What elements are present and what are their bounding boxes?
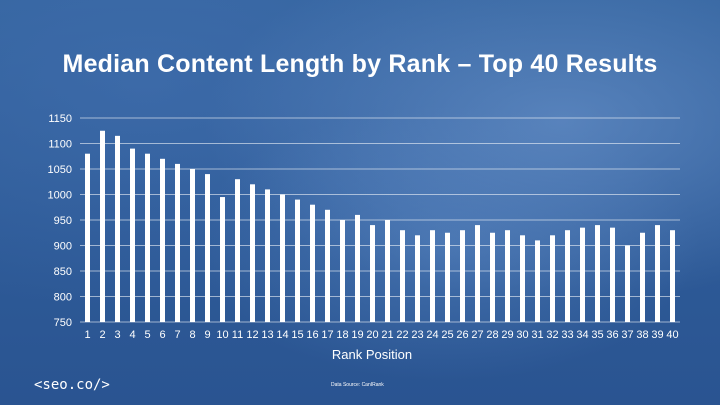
- bar-rank-39: [655, 225, 660, 322]
- bar-rank-11: [235, 179, 240, 322]
- bar-rank-35: [595, 225, 600, 322]
- x-tick-label: 4: [129, 329, 135, 341]
- bar-rank-36: [610, 227, 615, 322]
- gridlines: [80, 117, 680, 323]
- seo-co-logo: <seo.co/>: [34, 377, 110, 393]
- x-tick-label: 33: [561, 329, 573, 341]
- x-tick-label: 28: [486, 329, 498, 341]
- bar-rank-9: [205, 174, 210, 322]
- bar-rank-40: [670, 230, 675, 322]
- x-tick-label: 3: [114, 329, 120, 341]
- y-tick-label: 850: [54, 266, 72, 278]
- x-tick-label: 2: [99, 329, 105, 341]
- bar-rank-10: [220, 197, 225, 322]
- x-tick-label: 7: [174, 329, 180, 341]
- y-tick-label: 950: [54, 215, 72, 227]
- bar-rank-3: [115, 135, 120, 322]
- x-tick-label: 1: [84, 329, 90, 341]
- y-tick-label: 1150: [48, 113, 72, 125]
- x-tick-label: 38: [636, 329, 648, 341]
- bar-rank-28: [490, 232, 495, 322]
- x-tick-label: 13: [261, 329, 273, 341]
- x-tick-label: 35: [591, 329, 603, 341]
- x-tick-label: 19: [351, 329, 363, 341]
- bar-rank-32: [550, 235, 555, 322]
- x-tick-label: 6: [159, 329, 165, 341]
- bar-rank-5: [145, 153, 150, 322]
- x-tick-label: 5: [144, 329, 150, 341]
- bar-rank-12: [250, 184, 255, 322]
- y-tick-label: 800: [54, 292, 72, 304]
- x-tick-label: 27: [471, 329, 483, 341]
- y-tick-label: 750: [54, 317, 72, 329]
- bar-rank-8: [190, 169, 195, 322]
- bar-rank-2: [100, 130, 105, 322]
- bar-rank-33: [565, 230, 570, 322]
- bar-rank-30: [520, 235, 525, 322]
- x-tick-label: 18: [336, 329, 348, 341]
- y-tick-label: 1000: [48, 190, 72, 202]
- bar-rank-14: [280, 194, 285, 322]
- y-tick-label: 900: [54, 241, 72, 253]
- x-tick-label: 15: [291, 329, 303, 341]
- x-tick-label: 40: [666, 329, 678, 341]
- x-axis-title: Rank Position: [332, 347, 412, 362]
- x-tick-label: 30: [516, 329, 528, 341]
- bar-rank-13: [265, 189, 270, 322]
- bars: [85, 130, 675, 322]
- y-tick-label: 1050: [48, 164, 72, 176]
- bar-rank-17: [325, 209, 330, 322]
- x-tick-label: 34: [576, 329, 588, 341]
- x-tick-label: 20: [366, 329, 378, 341]
- x-tick-label: 23: [411, 329, 423, 341]
- x-axis-ticks: 1 2 3 4 5 6 7 8 9 10 11 12 13 14 15 16 17 18 19 20 21 22 23 24 2…: [84, 329, 678, 341]
- bar-rank-4: [130, 148, 135, 322]
- bar-rank-21: [385, 220, 390, 322]
- x-tick-label: 14: [276, 329, 288, 341]
- x-tick-label: 26: [456, 329, 468, 341]
- bar-rank-25: [445, 232, 450, 322]
- x-tick-label: 31: [531, 329, 543, 341]
- bar-rank-18: [340, 220, 345, 322]
- x-tick-label: 8: [189, 329, 195, 341]
- bar-rank-7: [175, 163, 180, 322]
- x-tick-label: 22: [396, 329, 408, 341]
- bar-rank-37: [625, 245, 630, 322]
- chart-title: Median Content Length by Rank – Top 40 R…: [62, 50, 658, 78]
- x-tick-label: 9: [204, 329, 210, 341]
- bar-rank-6: [160, 158, 165, 322]
- x-tick-label: 10: [216, 329, 228, 341]
- bar-rank-20: [370, 225, 375, 322]
- bar-rank-26: [460, 230, 465, 322]
- bar-rank-34: [580, 227, 585, 322]
- bar-rank-1: [85, 153, 90, 322]
- x-tick-label: 21: [381, 329, 393, 341]
- bar-rank-19: [355, 214, 360, 322]
- bar-rank-16: [310, 204, 315, 322]
- data-source-note: Data Source: CanIRank: [331, 382, 384, 388]
- x-tick-label: 32: [546, 329, 558, 341]
- bar-rank-24: [430, 230, 435, 322]
- bar-rank-22: [400, 230, 405, 322]
- x-tick-label: 24: [426, 329, 438, 341]
- bar-rank-38: [640, 232, 645, 322]
- bar-rank-27: [475, 225, 480, 322]
- y-tick-label: 1100: [48, 139, 72, 151]
- bar-rank-23: [415, 235, 420, 322]
- bar-rank-29: [505, 230, 510, 322]
- x-tick-label: 12: [246, 329, 258, 341]
- x-tick-label: 36: [606, 329, 618, 341]
- x-tick-label: 16: [306, 329, 318, 341]
- x-tick-label: 25: [441, 329, 453, 341]
- bar-rank-15: [295, 199, 300, 322]
- x-tick-label: 37: [621, 329, 633, 341]
- x-tick-label: 29: [501, 329, 513, 341]
- y-axis-ticks: 750 800 850 900 950 1000 1050 1100 1150: [48, 113, 72, 329]
- x-tick-label: 11: [232, 329, 243, 341]
- x-tick-label: 17: [321, 329, 333, 341]
- bar-rank-31: [535, 240, 540, 322]
- x-tick-label: 39: [651, 329, 663, 341]
